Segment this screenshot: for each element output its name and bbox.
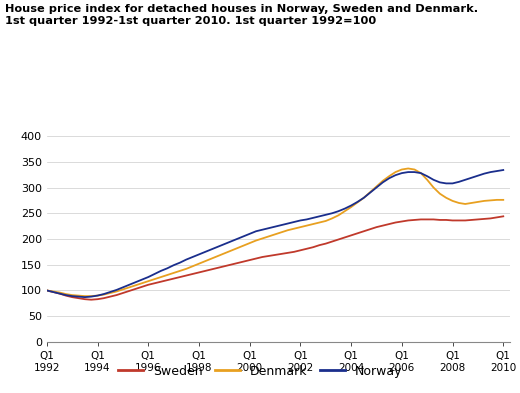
Denmark	[82, 294, 88, 298]
Denmark	[500, 198, 506, 202]
Norway	[443, 181, 449, 186]
Denmark	[449, 198, 456, 203]
Norway	[462, 177, 469, 182]
Norway	[82, 295, 88, 299]
Sweden	[500, 214, 506, 219]
Norway	[202, 250, 209, 254]
Denmark	[469, 200, 475, 205]
Sweden	[443, 218, 449, 222]
Norway	[151, 272, 158, 276]
Sweden	[278, 252, 284, 256]
Sweden	[431, 217, 437, 222]
Norway	[431, 177, 437, 182]
Sweden	[202, 268, 209, 273]
Norway	[500, 168, 506, 173]
Denmark	[44, 288, 50, 293]
Line: Norway: Norway	[47, 170, 503, 297]
Sweden	[151, 281, 158, 286]
Denmark	[437, 191, 443, 196]
Denmark	[405, 166, 411, 171]
Norway	[44, 288, 50, 293]
Norway	[278, 223, 284, 228]
Sweden	[44, 288, 50, 293]
Sweden	[462, 218, 469, 223]
Line: Sweden: Sweden	[47, 216, 503, 300]
Line: Denmark: Denmark	[47, 169, 503, 296]
Legend: Sweden, Denmark, Norway: Sweden, Denmark, Norway	[113, 360, 407, 383]
Denmark	[202, 259, 209, 263]
Denmark	[151, 277, 158, 281]
Text: House price index for detached houses in Norway, Sweden and Denmark.
1st quarter: House price index for detached houses in…	[5, 4, 478, 26]
Denmark	[278, 230, 284, 235]
Sweden	[88, 298, 94, 302]
